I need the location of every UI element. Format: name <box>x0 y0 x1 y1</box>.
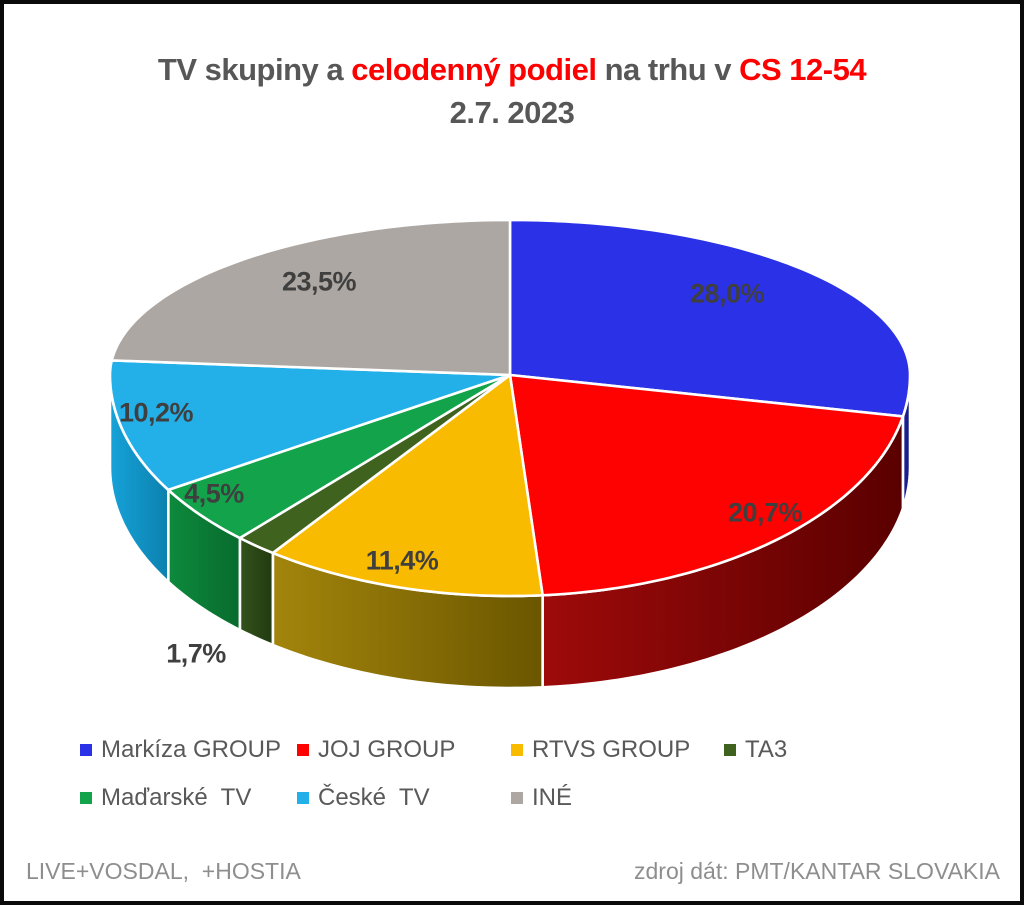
legend-item-ta3: TA3 <box>724 735 787 765</box>
pie-slice-4 <box>238 373 512 555</box>
legend-label: Markíza GROUP <box>101 736 282 763</box>
slice-label-2: 20,7% <box>727 497 803 528</box>
legend-swatch <box>297 792 309 804</box>
legend-label: Maďarské TV <box>101 784 252 811</box>
chart-title-date: 2.7. 2023 <box>449 95 575 130</box>
title-segment-4: CS 12-54 <box>739 52 867 87</box>
legend-swatch <box>511 744 523 756</box>
slice-label-5: 4,5% <box>184 478 244 509</box>
title-segment-2: celodenný podiel <box>351 52 597 87</box>
slice-label-4: 1,7% <box>166 638 226 669</box>
legend-item-české-tv: České TV <box>297 783 430 813</box>
legend-item-joj-group: JOJ GROUP <box>297 735 455 765</box>
pie-slice-3 <box>271 373 544 598</box>
legend-label: RTVS GROUP <box>532 736 691 763</box>
chart-title-line1: TV skupiny a celodenný podiel na trhu v … <box>4 48 1020 91</box>
pie-slice-5 <box>166 373 512 540</box>
title-segment-3: na trhu v <box>596 52 740 87</box>
legend-swatch <box>297 744 309 756</box>
pie-slice-1 <box>508 218 912 418</box>
legend-item-markíza-group: Markíza GROUP <box>80 735 281 765</box>
pie-slice-7 <box>110 218 512 377</box>
pie-slice-6 <box>108 359 512 492</box>
chart-title: TV skupiny a celodenný podiel na trhu v … <box>4 48 1020 134</box>
legend-swatch <box>80 792 92 804</box>
legend-item-iné: INÉ <box>511 783 572 813</box>
legend-item-rtvs-group: RTVS GROUP <box>511 735 690 765</box>
slice-label-6: 10,2% <box>118 397 194 428</box>
slice-label-1: 28,0% <box>689 278 765 309</box>
legend-swatch <box>511 792 523 804</box>
footer-note-left: LIVE+VOSDAL, +HOSTIA <box>26 858 301 884</box>
pie-slice-2 <box>508 373 905 597</box>
slice-label-3: 11,4% <box>365 545 439 576</box>
slice-label-7: 23,5% <box>281 266 357 297</box>
legend-label: INÉ <box>532 784 573 811</box>
pie-chart <box>108 218 912 690</box>
legend-label: JOJ GROUP <box>318 736 456 763</box>
legend-swatch <box>80 744 92 756</box>
legend-label: TA3 <box>745 736 788 763</box>
footer-source-right: zdroj dát: PMT/KANTAR SLOVAKIA <box>634 858 1000 884</box>
title-segment-1: TV skupiny a <box>157 52 352 87</box>
legend-swatch <box>724 744 736 756</box>
pie-slice-side-4 <box>238 536 275 647</box>
legend-item-maďarské-tv: Maďarské TV <box>80 783 251 813</box>
legend-label: České TV <box>318 784 430 811</box>
